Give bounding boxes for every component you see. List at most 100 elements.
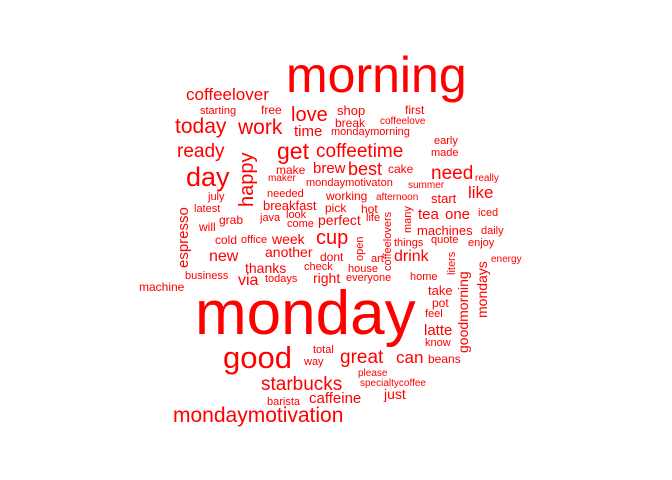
word-todays: todays [265,273,298,285]
word-made: made [431,147,459,159]
word-drink: drink [394,248,429,265]
word-java: java [260,212,281,224]
word-daily: daily [481,225,504,237]
word-machine: machine [139,280,185,294]
word-cold: cold [215,233,238,247]
word-coffeetime: coffeetime [316,141,404,162]
word-cake: cake [388,162,414,176]
word-mondaymotivation: mondaymotivation [173,404,344,427]
word-enjoy: enjoy [468,237,495,249]
word-brew: brew [313,160,346,177]
word-come: come [287,218,314,230]
word-mondays: mondays [474,261,490,318]
word-art: art [371,253,384,265]
word-caffeine: caffeine [309,390,362,407]
word-right: right [313,270,341,286]
word-starting: starting [200,105,237,117]
word-mondaymorning: mondaymorning [331,126,410,138]
word-grab: grab [219,213,244,227]
word-working: working [326,189,368,203]
word-time: time [294,123,323,140]
word-can: can [396,348,424,367]
word-maker: maker [268,173,296,184]
word-like: like [468,183,494,202]
word-will: will [199,220,216,234]
word-day: day [186,162,230,192]
word-starbucks: starbucks [261,374,343,395]
word-pick: pick [325,201,347,215]
word-make: make [276,163,306,177]
word-first: first [405,103,425,117]
word-total: total [313,344,334,356]
word-know: know [425,337,451,349]
word-office: office [241,234,268,246]
word-breakfast: breakfast [263,198,317,213]
word-really: really [475,173,499,184]
word-way: way [304,356,324,368]
word-check: check [304,261,333,273]
word-tea: tea [418,206,439,223]
word-monday: monday [195,279,416,348]
word-just: just [384,386,406,402]
word-latte: latte [424,322,453,339]
word-ready: ready [177,141,225,162]
word-thanks: thanks [245,260,287,276]
word-get: get [277,138,309,164]
word-mondaymotivaton: mondaymotivaton [306,177,393,189]
word-perfect: perfect [318,212,361,228]
word-via: via [238,272,259,289]
word-house: house [348,263,378,275]
word-take: take [428,283,453,298]
word-quote: quote [431,234,459,246]
word-machines: machines [417,223,473,238]
word-look: look [286,209,307,221]
word-start: start [431,191,457,206]
word-everyone: everyone [346,272,392,284]
word-summer: summer [408,180,445,191]
word-one: one [445,206,471,223]
word-today: today [175,115,227,138]
word-home: home [410,271,438,283]
word-goodmorning: goodmorning [455,271,471,353]
word-love: love [291,104,328,126]
word-need: need [431,163,474,184]
word-coffeelove: coffeelove [380,116,426,127]
word-things: things [394,237,424,249]
word-pot: pot [432,296,449,310]
word-business: business [185,270,229,282]
word-shop: shop [337,103,366,118]
word-break: break [335,116,366,130]
word-liters: liters [446,251,458,275]
word-another: another [265,244,313,260]
word-week: week [272,231,305,247]
word-barista: barista [267,396,301,408]
word-many: many [402,206,414,233]
word-free: free [261,103,282,117]
word-good: good [223,340,292,375]
word-morning: morning [286,47,467,103]
word-best: best [348,159,383,179]
word-life: life [366,212,381,224]
word-new: new [209,248,239,265]
word-great: great [340,347,384,368]
word-hot: hot [361,202,378,216]
word-energy: energy [491,254,522,265]
word-espresso: espresso [175,207,192,268]
word-afternoon: afternoon [376,192,419,203]
word-feel: feel [425,308,443,320]
word-specialtycoffee: specialtycoffee [360,378,426,389]
word-july: july [208,191,225,203]
word-beans: beans [428,352,461,366]
word-work: work [238,116,283,139]
word-please: please [358,368,388,379]
word-dont: dont [320,250,344,264]
word-cup: cup [316,227,349,249]
word-coffeelover: coffeelover [186,85,269,104]
word-early: early [434,135,458,147]
word-open: open [354,236,366,261]
word-needed: needed [267,188,304,200]
word-coffeelovers: coffeelovers [382,211,394,271]
word-latest: latest [194,203,221,215]
word-happy: happy [236,152,258,208]
